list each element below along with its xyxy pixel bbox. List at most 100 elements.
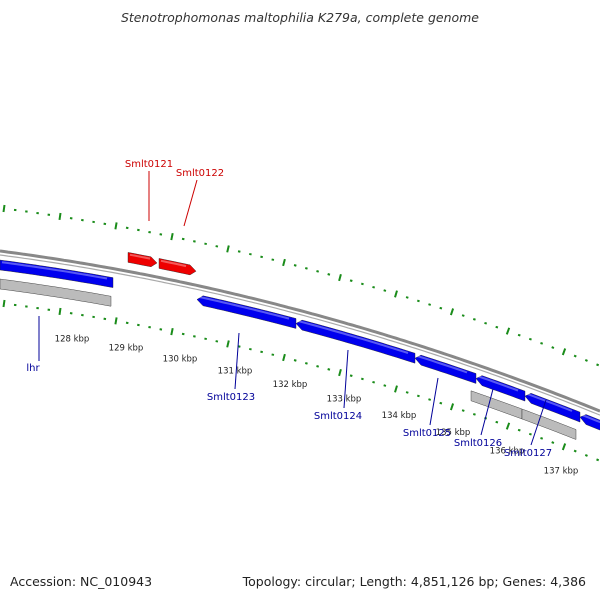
forward-gene-smlt0122 bbox=[158, 258, 197, 276]
forward-gene-smlt0121 bbox=[127, 252, 158, 268]
outer-tick-ring bbox=[2, 204, 600, 367]
label-smlt0123: Smlt0123 bbox=[207, 392, 255, 403]
grey-feature-2 bbox=[521, 408, 577, 440]
outer-ring-minor-tick bbox=[596, 363, 600, 367]
inner-ring-minor-tick bbox=[528, 432, 532, 436]
reverse-gene-smlt0124 bbox=[295, 319, 416, 364]
label-smlt0124-leader bbox=[343, 349, 349, 409]
inner-ring-minor-tick bbox=[316, 365, 320, 368]
inner-ring-minor-tick bbox=[461, 409, 465, 412]
label-smlt0126: Smlt0126 bbox=[454, 438, 502, 449]
inner-ring-major-tick bbox=[394, 385, 398, 393]
scale-label-2: 130 kbp bbox=[163, 354, 198, 364]
grey-feature-left bbox=[0, 278, 112, 307]
inner-ring-major-tick bbox=[170, 328, 174, 336]
inner-ring-major-tick bbox=[58, 307, 62, 316]
outer-ring-major-tick bbox=[2, 204, 6, 213]
inner-ring-minor-tick bbox=[439, 401, 443, 405]
inner-ring-minor-tick bbox=[383, 384, 387, 387]
outer-ring-major-tick bbox=[561, 348, 567, 356]
label-smlt0126-leader bbox=[480, 388, 494, 436]
accession-text: Accession: NC_010943 bbox=[10, 574, 153, 589]
label-smlt0121: Smlt0121 bbox=[125, 159, 173, 170]
scale-label-8: 136 kbp bbox=[490, 447, 525, 457]
inner-ring-major-tick bbox=[505, 422, 511, 430]
scale-label-0: 128 kbp bbox=[55, 334, 90, 344]
outer-ring-minor-tick bbox=[428, 303, 432, 306]
inner-ring-major-tick bbox=[114, 317, 118, 325]
scale-label-9: 137 kbp bbox=[544, 467, 579, 477]
outer-ring-major-tick bbox=[338, 273, 342, 282]
reverse-gene-smlt0127 bbox=[524, 393, 581, 423]
outer-ring-minor-tick bbox=[383, 289, 387, 292]
inner-ring-minor-tick bbox=[584, 454, 588, 457]
outer-ring-major-tick bbox=[170, 233, 174, 241]
inner-ring-minor-tick bbox=[517, 428, 521, 432]
inner-ring-major-tick bbox=[2, 299, 6, 308]
backbone-line-inner bbox=[0, 254, 600, 416]
inner-ring-minor-tick bbox=[573, 449, 577, 453]
label-lhr: lhr bbox=[26, 363, 40, 374]
label-smlt0123-leader bbox=[234, 332, 240, 390]
gene-features bbox=[0, 252, 600, 440]
inner-ring-minor-tick bbox=[405, 391, 409, 394]
reverse-gene-smlt0126 bbox=[475, 375, 526, 402]
reverse-gene-smlt0125 bbox=[414, 354, 477, 384]
reverse-gene-next bbox=[579, 414, 600, 431]
outer-ring-minor-tick bbox=[372, 285, 376, 289]
inner-ring-minor-tick bbox=[360, 377, 364, 381]
outer-ring-minor-tick bbox=[461, 314, 465, 317]
inner-ring-minor-tick bbox=[304, 362, 308, 365]
scale-label-6: 134 kbp bbox=[382, 411, 417, 421]
outer-ring-minor-tick bbox=[584, 359, 588, 362]
inner-ring-major-tick bbox=[226, 340, 230, 348]
inner-ring-minor-tick bbox=[349, 374, 353, 378]
map-title: Stenotrophomonas maltophilia K279a, comp… bbox=[120, 10, 480, 25]
inner-ring-minor-tick bbox=[372, 380, 376, 384]
kbp-scale: 128 kbp 129 kbp 130 kbp 131 kbp 132 kbp 133 k… bbox=[55, 334, 579, 476]
outer-ring-minor-tick bbox=[360, 282, 364, 286]
outer-ring-minor-tick bbox=[439, 306, 443, 310]
outer-ring-major-tick bbox=[114, 222, 118, 230]
outer-ring-minor-tick bbox=[540, 342, 544, 345]
outer-ring-minor-tick bbox=[293, 264, 297, 267]
label-smlt0122-leader bbox=[183, 179, 198, 227]
outer-ring-major-tick bbox=[282, 258, 286, 267]
reverse-gene-smlt0123-highlight bbox=[198, 295, 290, 320]
outer-ring-minor-tick bbox=[349, 279, 353, 283]
outer-ring-minor-tick bbox=[327, 273, 331, 276]
outer-ring-minor-tick bbox=[472, 318, 476, 321]
inner-tick-ring bbox=[2, 299, 600, 462]
outer-ring-minor-tick bbox=[304, 267, 308, 270]
inner-ring-minor-tick bbox=[428, 398, 432, 401]
label-smlt0127-leader bbox=[530, 399, 547, 446]
inner-ring-minor-tick bbox=[293, 359, 297, 362]
reverse-gene-lhr-highlight bbox=[1, 261, 108, 280]
backbone-line-outer bbox=[0, 249, 600, 413]
scale-label-7: 135 kbp bbox=[436, 428, 471, 438]
inner-ring-major-tick bbox=[561, 443, 567, 451]
outer-ring-major-tick bbox=[226, 245, 230, 253]
inner-ring-minor-tick bbox=[416, 394, 420, 398]
label-smlt0122: Smlt0122 bbox=[176, 168, 224, 179]
outer-ring-minor-tick bbox=[484, 321, 488, 325]
outer-ring-minor-tick bbox=[517, 333, 521, 337]
label-smlt0125: Smlt0125 bbox=[403, 428, 451, 439]
inner-ring-major-tick bbox=[338, 368, 342, 377]
outer-ring-minor-tick bbox=[416, 299, 420, 303]
outer-ring-major-tick bbox=[505, 327, 511, 335]
inner-ring-minor-tick bbox=[540, 437, 544, 440]
outer-ring-minor-tick bbox=[316, 270, 320, 273]
scale-label-3: 131 kbp bbox=[218, 367, 253, 377]
outer-ring-minor-tick bbox=[405, 296, 409, 299]
outer-ring-minor-tick bbox=[528, 337, 532, 341]
outer-ring-major-tick bbox=[394, 290, 398, 298]
reverse-gene-lhr bbox=[0, 259, 114, 288]
inner-ring-minor-tick bbox=[327, 368, 331, 371]
scale-label-4: 132 kbp bbox=[273, 380, 308, 390]
outer-ring-major-tick bbox=[58, 212, 62, 221]
outer-ring-minor-tick bbox=[495, 325, 499, 329]
